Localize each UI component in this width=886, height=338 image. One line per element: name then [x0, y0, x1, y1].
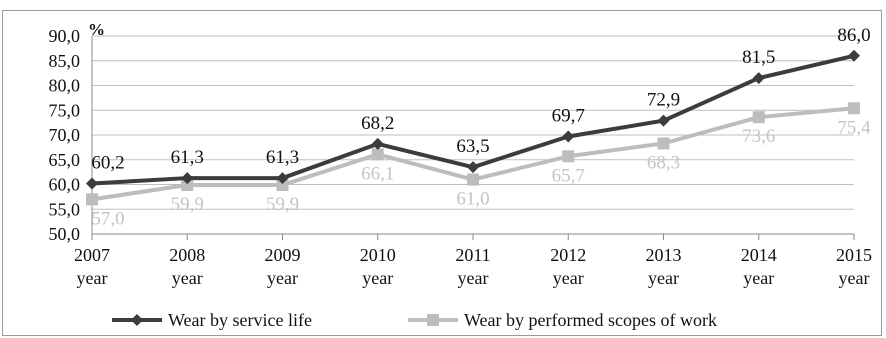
data-label: 57,0: [91, 208, 124, 229]
data-point: [848, 102, 860, 115]
legend-label: Wear by performed scopes of work: [464, 310, 717, 330]
x-tick-label: 2011: [455, 245, 490, 265]
x-tick-label-line2: year: [172, 268, 203, 288]
data-label: 60,2: [91, 153, 124, 174]
y-unit-label: %: [88, 20, 105, 39]
x-tick-label-line2: year: [77, 268, 108, 288]
y-tick-label: 90,0: [49, 26, 81, 46]
x-tick-label-line2: year: [553, 268, 584, 288]
data-point: [276, 178, 289, 191]
legend-marker: [131, 314, 143, 326]
data-label: 59,9: [171, 194, 204, 215]
data-point: [371, 148, 384, 161]
data-label: 86,0: [837, 25, 870, 46]
x-tick-label: 2014: [741, 245, 777, 265]
x-tick-label: 2012: [550, 245, 586, 265]
x-tick-label-line2: year: [267, 268, 298, 288]
y-tick-label: 75,0: [49, 100, 81, 120]
data-label: 63,5: [456, 136, 489, 157]
x-tick-label-line2: year: [362, 268, 393, 288]
data-point: [86, 193, 98, 206]
x-tick-label-line2: year: [839, 268, 870, 288]
legend-label: Wear by service life: [168, 310, 312, 330]
data-label: 61,0: [456, 189, 489, 210]
y-tick-label: 70,0: [49, 125, 81, 145]
data-label: 69,7: [552, 105, 585, 126]
data-label: 61,3: [266, 147, 299, 168]
data-point: [276, 172, 289, 185]
x-tick-label: 2007: [74, 245, 110, 265]
data-label: 61,3: [171, 147, 204, 168]
data-label: 72,9: [647, 90, 680, 111]
data-point: [86, 177, 98, 190]
x-tick-label-line2: year: [458, 268, 489, 288]
x-tick-label: 2009: [265, 245, 301, 265]
y-tick-label: 50,0: [49, 224, 81, 244]
x-tick-label: 2015: [836, 245, 872, 265]
data-label: 59,9: [266, 194, 299, 215]
data-point: [181, 172, 194, 185]
x-tick-label-line2: year: [648, 268, 679, 288]
data-label: 75,4: [837, 117, 871, 138]
y-tick-label: 55,0: [49, 199, 81, 219]
y-tick-label: 80,0: [49, 76, 81, 96]
y-tick-label: 65,0: [49, 150, 81, 170]
y-tick-label: 85,0: [49, 51, 81, 71]
data-label: 65,7: [552, 165, 585, 186]
data-label: 66,1: [361, 163, 394, 184]
x-tick-label: 2008: [169, 245, 205, 265]
data-point: [657, 137, 670, 150]
data-point: [467, 161, 479, 174]
data-point: [657, 114, 670, 127]
data-label: 73,6: [742, 126, 775, 147]
x-tick-label: 2013: [646, 245, 682, 265]
data-point: [562, 130, 575, 143]
data-label: 68,2: [361, 113, 394, 134]
data-point: [181, 178, 194, 191]
data-label: 81,5: [742, 47, 775, 68]
x-tick-label-line2: year: [743, 268, 774, 288]
data-point: [467, 173, 479, 186]
data-point: [371, 137, 384, 150]
data-point: [752, 72, 765, 85]
y-tick-label: 60,0: [49, 175, 81, 195]
data-point: [848, 49, 860, 62]
legend-marker: [427, 314, 439, 326]
data-point: [752, 111, 765, 124]
data-point: [562, 150, 575, 163]
data-label: 68,3: [647, 152, 680, 173]
x-tick-label: 2010: [360, 245, 396, 265]
